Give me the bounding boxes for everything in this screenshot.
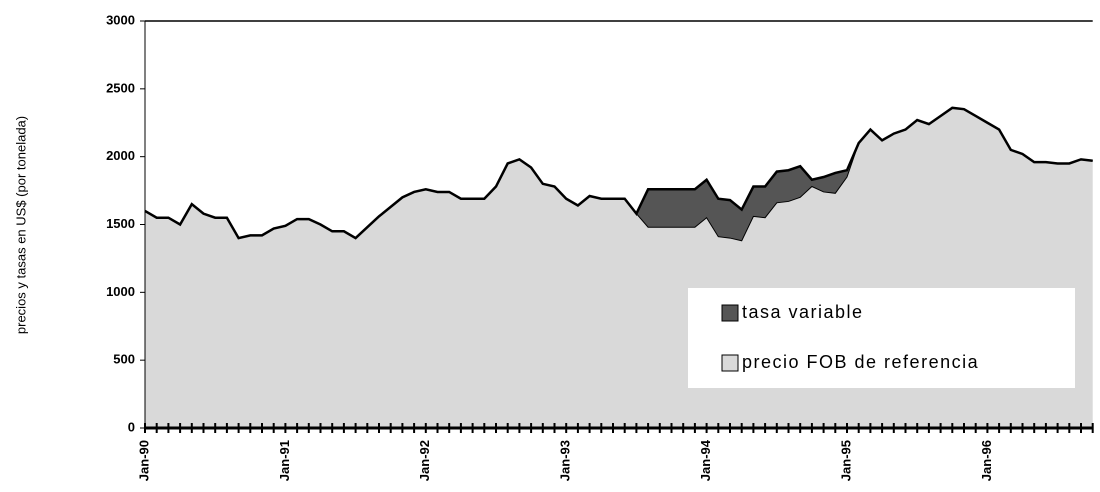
y-axis-label: precios y tasas en US$ (por tonelada) bbox=[13, 116, 28, 334]
y-tick-label: 3000 bbox=[106, 12, 135, 27]
legend-swatch bbox=[721, 304, 739, 322]
legend-swatch bbox=[721, 354, 739, 372]
x-tick-label: Jan-91 bbox=[277, 440, 292, 481]
x-tick-label: Jan-95 bbox=[838, 440, 853, 481]
x-tick-label: Jan-90 bbox=[136, 440, 151, 481]
y-tick-label: 2000 bbox=[106, 148, 135, 163]
legend-label: tasa variable bbox=[742, 302, 864, 322]
y-tick-label: 500 bbox=[113, 352, 135, 367]
legend-label: precio FOB de referencia bbox=[742, 352, 979, 372]
y-tick-label: 2500 bbox=[106, 80, 135, 95]
legend-box bbox=[688, 288, 1075, 388]
y-tick-label: 0 bbox=[128, 419, 135, 434]
total-outline bbox=[144, 106, 1093, 240]
x-tick-label: Jan-93 bbox=[558, 440, 573, 481]
x-tick-label: Jan-92 bbox=[417, 440, 432, 481]
y-tick-label: 1000 bbox=[106, 284, 135, 299]
y-tick-label: 1500 bbox=[106, 216, 135, 231]
x-tick-label: Jan-94 bbox=[698, 439, 713, 481]
x-tick-label: Jan-96 bbox=[979, 440, 994, 481]
